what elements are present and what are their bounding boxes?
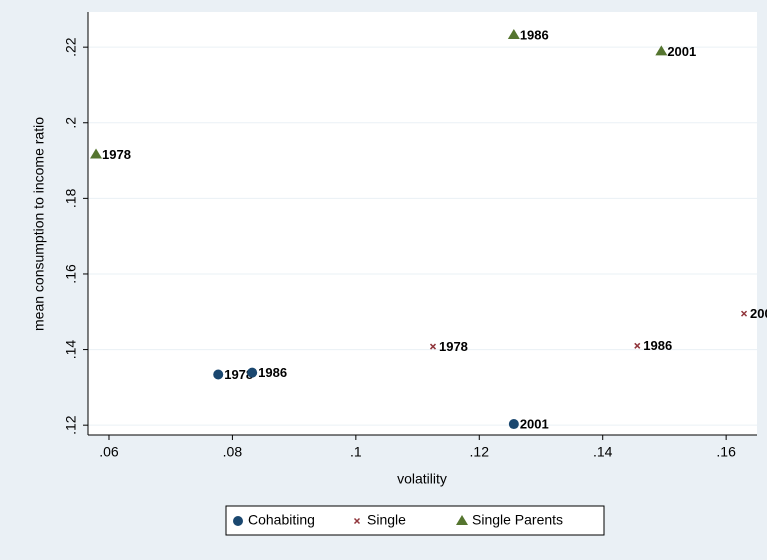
point bbox=[655, 45, 668, 56]
point-label: 2001 bbox=[520, 416, 549, 431]
point bbox=[634, 342, 641, 349]
legend-marker bbox=[456, 515, 468, 525]
point-label: 1986 bbox=[258, 365, 287, 380]
x-tick-label: .16 bbox=[716, 444, 736, 460]
point bbox=[741, 310, 748, 317]
point bbox=[508, 419, 519, 430]
legend-label: Single bbox=[367, 512, 406, 528]
legend-box bbox=[225, 505, 605, 536]
point bbox=[213, 369, 224, 380]
x-axis-title: volatility bbox=[397, 471, 447, 487]
y-tick-label: .16 bbox=[63, 264, 79, 284]
point bbox=[90, 148, 103, 159]
legend-marker bbox=[353, 517, 361, 525]
point bbox=[429, 343, 437, 350]
y-tick-label: .12 bbox=[63, 415, 79, 435]
point-label: 1978 bbox=[102, 147, 131, 162]
y-tick-label: .14 bbox=[63, 340, 79, 360]
plot-area bbox=[88, 12, 757, 435]
point-label: 1978 bbox=[439, 339, 468, 354]
x-tick-label: .06 bbox=[99, 444, 119, 460]
point-label: 1986 bbox=[520, 27, 549, 42]
point-label: 2001 bbox=[750, 306, 767, 321]
x-tick-label: .14 bbox=[593, 444, 613, 460]
y-axis-title: mean consumption to income ratio bbox=[31, 117, 47, 331]
point-label: 1978 bbox=[224, 367, 253, 382]
point-label: 1986 bbox=[643, 338, 672, 353]
y-tick-label: .18 bbox=[63, 188, 79, 208]
x-tick-label: .12 bbox=[470, 444, 490, 460]
legend-label: Single Parents bbox=[472, 512, 563, 528]
y-tick-label: .2 bbox=[63, 117, 79, 129]
point bbox=[507, 29, 520, 40]
x-tick-label: .1 bbox=[350, 444, 362, 460]
point-label: 2001 bbox=[667, 44, 696, 59]
y-tick-label: .22 bbox=[63, 37, 79, 57]
legend-label: Cohabiting bbox=[248, 512, 315, 528]
x-tick-label: .08 bbox=[223, 444, 243, 460]
legend-marker bbox=[233, 516, 243, 526]
point bbox=[247, 367, 258, 378]
